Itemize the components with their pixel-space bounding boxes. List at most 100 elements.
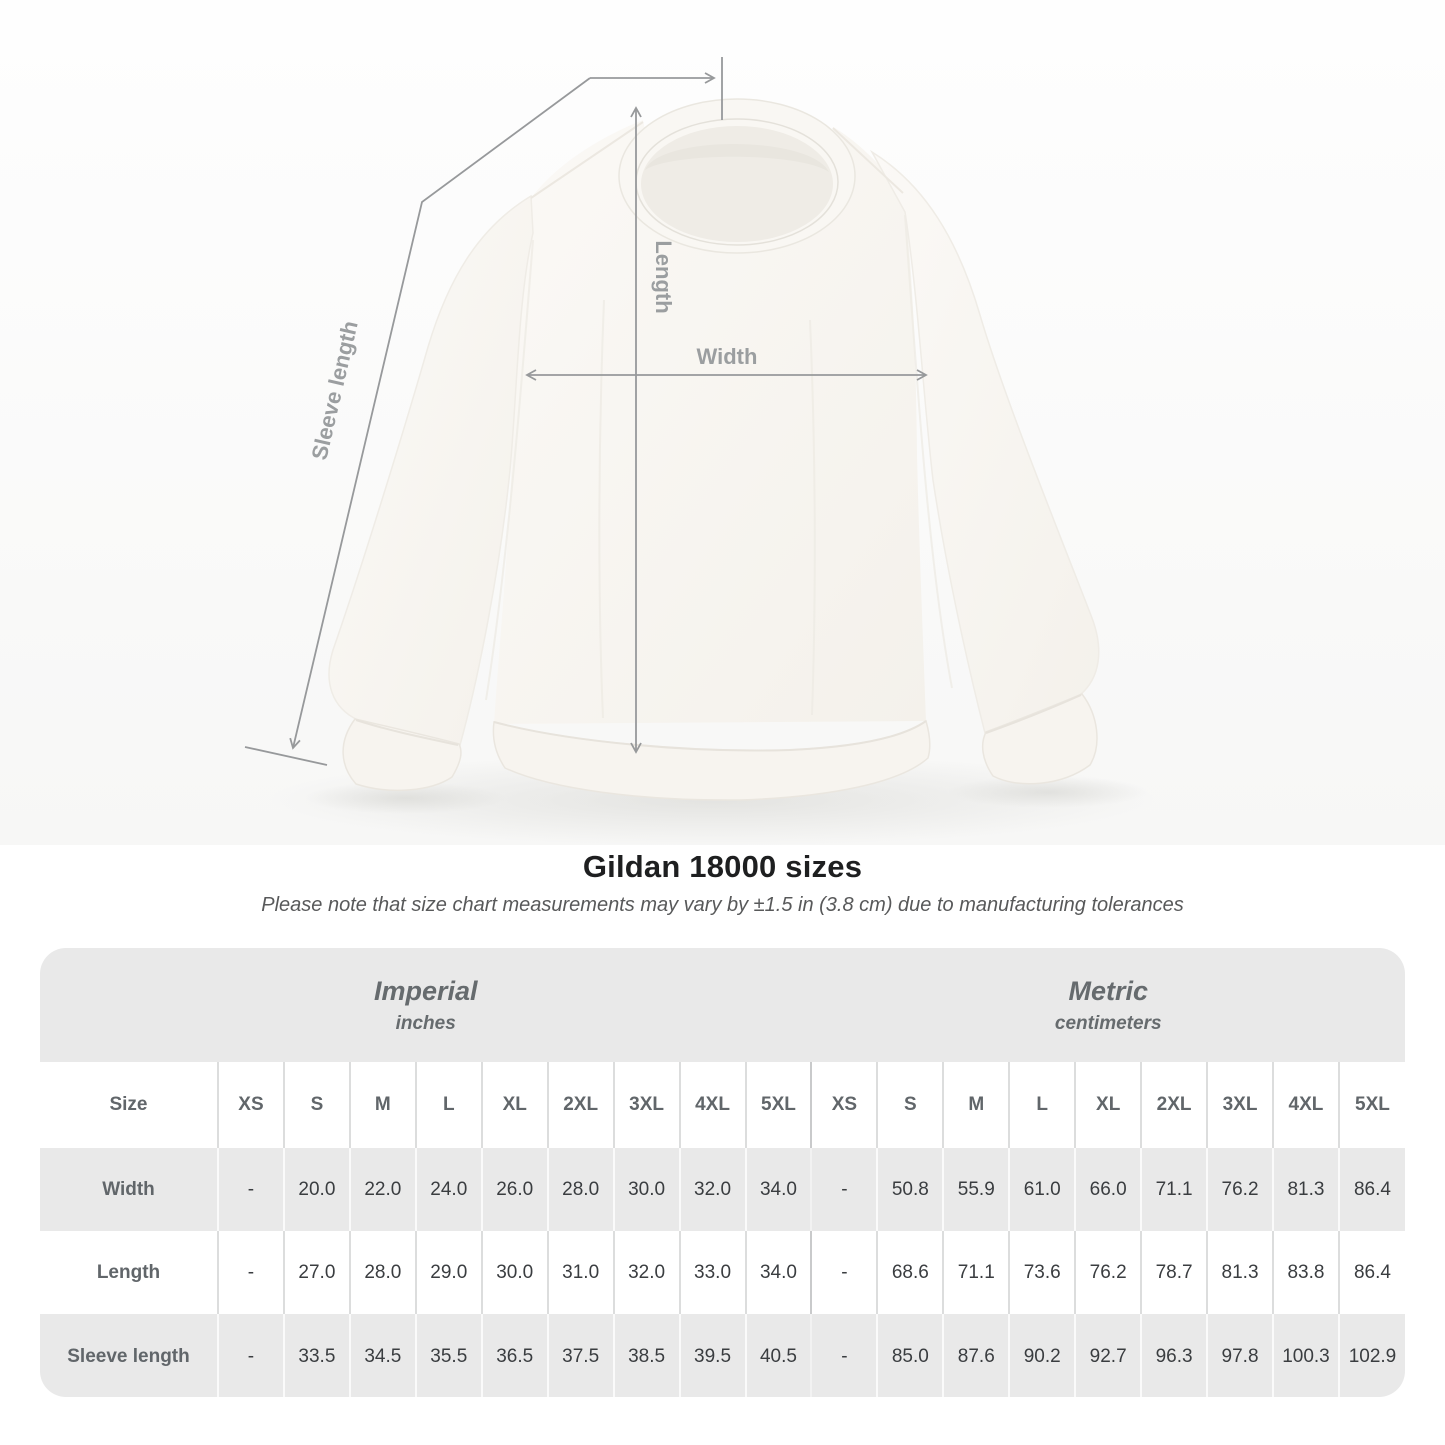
value-cell: 22.0	[348, 1148, 416, 1231]
value-cell: 90.2	[1008, 1314, 1076, 1397]
sweatshirt-diagram: Width Length Sleeve length	[0, 0, 1445, 845]
sleeve-length-arrow	[289, 77, 591, 750]
value-cell: 24.0	[414, 1148, 482, 1231]
value-cell: 33.5	[282, 1314, 350, 1397]
value-cell: 39.5	[678, 1314, 746, 1397]
value-cell: 86.4	[1337, 1231, 1405, 1314]
size-col-header-metric: S	[876, 1062, 944, 1148]
table-row-sleeve-length: Sleeve length - 33.5 34.5 35.5 36.5 37.5…	[40, 1314, 1405, 1397]
value-cell: 71.1	[942, 1231, 1010, 1314]
value-cell: -	[810, 1148, 878, 1231]
value-cell: 31.0	[546, 1231, 614, 1314]
value-cell: 27.0	[282, 1231, 350, 1314]
size-col-header-imperial: 3XL	[612, 1062, 680, 1148]
value-cell: 83.8	[1272, 1231, 1339, 1314]
imperial-title: Imperial	[373, 975, 478, 1006]
table-row-width: Width - 20.0 22.0 24.0 26.0 28.0 30.0 32…	[40, 1148, 1405, 1231]
table-row-length: Length - 27.0 28.0 29.0 30.0 31.0 32.0 3…	[40, 1231, 1405, 1314]
value-cell: -	[217, 1231, 284, 1314]
size-col-header-metric: 2XL	[1140, 1062, 1208, 1148]
row-label: Sleeve length	[67, 1346, 190, 1367]
metric-unit: centimeters	[1054, 1012, 1162, 1034]
value-cell: 81.3	[1206, 1231, 1273, 1314]
value-cell: 92.7	[1074, 1314, 1142, 1397]
row-label: Length	[96, 1261, 161, 1283]
value-cell: 28.0	[546, 1148, 614, 1231]
value-cell: 73.6	[1008, 1231, 1076, 1314]
width-label: Width	[697, 344, 758, 369]
size-chart-table: Imperial inches Metric centimeters Size …	[40, 948, 1405, 1397]
value-cell: 33.0	[678, 1231, 746, 1314]
size-col-header-metric: L	[1008, 1062, 1076, 1148]
imperial-unit: inches	[395, 1012, 456, 1034]
sweatshirt-body	[494, 120, 926, 724]
page-title: Gildan 18000 sizes	[582, 849, 863, 884]
size-col-header-imperial: M	[348, 1062, 416, 1148]
sleeve-end-tick	[244, 746, 328, 766]
value-cell: 85.0	[876, 1314, 944, 1397]
body-fold-lines	[485, 214, 953, 719]
value-cell: 37.5	[546, 1314, 614, 1397]
value-cell: 55.9	[942, 1148, 1010, 1231]
unit-header-row: Imperial inches Metric centimeters	[40, 948, 1405, 1062]
value-cell: 97.8	[1206, 1314, 1273, 1397]
size-column-header: Size	[109, 1094, 148, 1115]
value-cell: 32.0	[678, 1148, 746, 1231]
value-cell: 102.9	[1337, 1314, 1405, 1397]
size-col-header-metric: 3XL	[1206, 1062, 1273, 1148]
length-label: Length	[651, 240, 676, 313]
value-cell: 100.3	[1272, 1314, 1339, 1397]
value-cell: 26.0	[480, 1148, 548, 1231]
size-col-header-imperial: L	[414, 1062, 482, 1148]
size-col-header-metric: 5XL	[1337, 1062, 1405, 1148]
imperial-section-header: Imperial inches	[40, 948, 812, 1062]
right-cuff-seam	[985, 694, 1082, 734]
size-col-header-metric: 4XL	[1272, 1062, 1339, 1148]
value-cell: 96.3	[1140, 1314, 1208, 1397]
size-col-header-imperial: XS	[217, 1062, 284, 1148]
value-cell: -	[810, 1314, 878, 1397]
collar-opening	[641, 126, 833, 242]
size-col-header-imperial: 2XL	[546, 1062, 614, 1148]
metric-title: Metric	[1068, 975, 1148, 1006]
value-cell: 78.7	[1140, 1231, 1208, 1314]
left-cuff-shadow	[305, 782, 505, 814]
tolerance-note: Please note that size chart measurements…	[261, 894, 1184, 916]
value-cell: 28.0	[348, 1231, 416, 1314]
size-col-header-metric: XS	[810, 1062, 878, 1148]
value-cell: 34.5	[348, 1314, 416, 1397]
row-label: Width	[102, 1178, 155, 1200]
value-cell: 50.8	[876, 1148, 944, 1231]
value-cell: -	[217, 1314, 284, 1397]
value-cell: 20.0	[282, 1148, 350, 1231]
left-cuff	[342, 718, 462, 792]
value-cell: 76.2	[1074, 1231, 1142, 1314]
size-col-header-imperial: S	[282, 1062, 350, 1148]
left-cuff-seam	[355, 719, 459, 746]
value-cell: 38.5	[612, 1314, 680, 1397]
shoulder-seams	[530, 121, 904, 199]
value-cell: 86.4	[1337, 1148, 1405, 1231]
metric-section-header: Metric centimeters	[811, 948, 1405, 1062]
size-col-header-imperial: XL	[480, 1062, 548, 1148]
value-cell: 36.5	[480, 1314, 548, 1397]
value-cell: 30.0	[480, 1231, 548, 1314]
value-cell: 61.0	[1008, 1148, 1076, 1231]
size-table: Imperial inches Metric centimeters Size …	[40, 948, 1405, 1397]
value-cell: 81.3	[1272, 1148, 1339, 1231]
right-cuff	[981, 693, 1098, 785]
value-cell: 35.5	[414, 1314, 482, 1397]
value-cell: 29.0	[414, 1231, 482, 1314]
value-cell: 66.0	[1074, 1148, 1142, 1231]
value-cell: 32.0	[612, 1231, 680, 1314]
value-cell: 68.6	[876, 1231, 944, 1314]
waistband-seam	[493, 720, 927, 752]
left-sleeve	[328, 194, 534, 746]
value-cell: 71.1	[1140, 1148, 1208, 1231]
right-cuff-shadow	[948, 776, 1148, 808]
value-cell: -	[217, 1148, 284, 1231]
value-cell: 40.5	[744, 1314, 812, 1397]
value-cell: 76.2	[1206, 1148, 1273, 1231]
value-cell: 34.0	[744, 1148, 812, 1231]
